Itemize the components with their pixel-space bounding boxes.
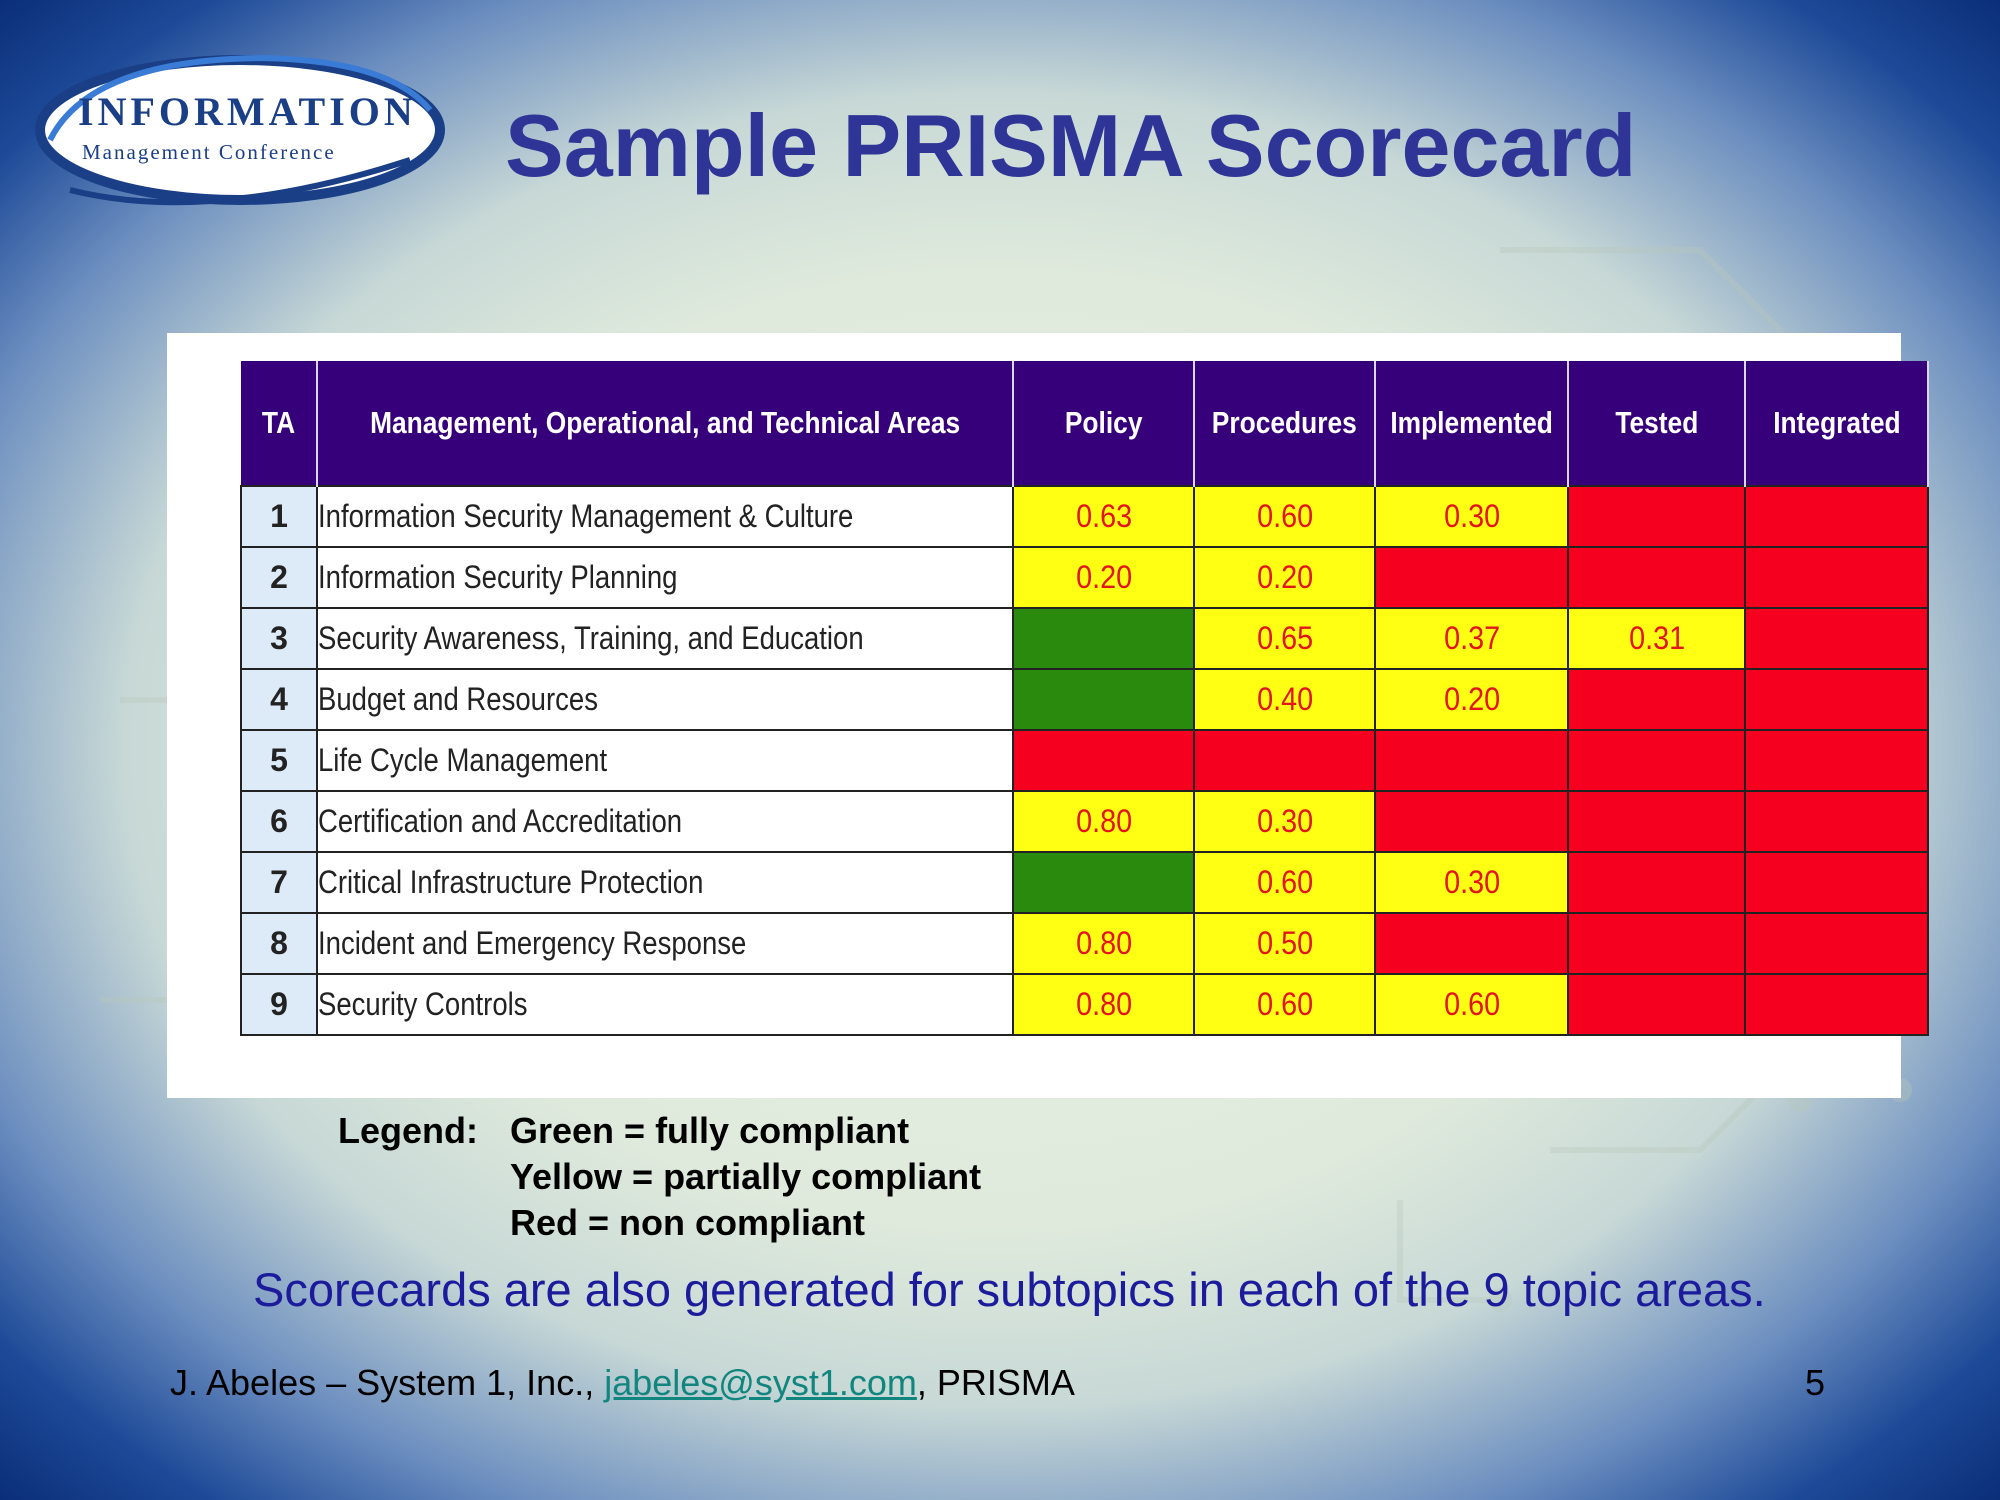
header-implemented: Implemented <box>1375 361 1570 486</box>
area-name: Critical Infrastructure Protection <box>315 851 1015 914</box>
score-cell-implemented: 0.60 <box>1374 973 1570 1036</box>
table-row: 9 Security Controls 0.80 0.60 0.60 <box>240 973 1930 1036</box>
area-name: Life Cycle Management <box>315 729 1015 792</box>
ta-number: 9 <box>240 973 318 1036</box>
legend-item-red: Red = non compliant <box>510 1202 866 1243</box>
score-cell-policy: 0.63 <box>1012 485 1196 548</box>
score-cell-policy: 0.80 <box>1012 912 1196 975</box>
score-cell-implemented: 0.30 <box>1374 485 1570 548</box>
table-row: 1 Information Security Management & Cultu… <box>240 485 1930 548</box>
score-cell-procedures: 0.65 <box>1193 607 1377 670</box>
logo-line1: INFORMATION <box>78 89 417 134</box>
area-name: Security Awareness, Training, and Educat… <box>315 607 1015 670</box>
area-name: Security Controls <box>315 973 1015 1036</box>
legend-label: Legend: <box>338 1110 478 1151</box>
slide-title: Sample PRISMA Scorecard <box>505 96 1637 195</box>
ta-number: 7 <box>240 851 318 914</box>
table-row: 6 Certification and Accreditation 0.80 0.30 <box>240 790 1930 853</box>
score-cell-procedures: 0.60 <box>1193 973 1377 1036</box>
score-cell-policy <box>1012 668 1196 731</box>
area-name: Certification and Accreditation <box>315 790 1015 853</box>
score-cell-integrated <box>1744 912 1930 975</box>
area-name: Incident and Emergency Response <box>315 912 1015 975</box>
score-cell-policy: 0.20 <box>1012 546 1196 609</box>
score-cell-integrated <box>1744 668 1930 731</box>
score-cell-integrated <box>1744 973 1930 1036</box>
score-cell-integrated <box>1744 729 1930 792</box>
scorecard-table: TA Management, Operational, and Technica… <box>240 361 1930 1036</box>
ta-number: 4 <box>240 668 318 731</box>
score-cell-tested <box>1567 485 1747 548</box>
score-cell-implemented: 0.20 <box>1374 668 1570 731</box>
header-policy: Policy <box>1013 361 1196 486</box>
score-cell-tested <box>1567 851 1747 914</box>
score-cell-policy <box>1012 851 1196 914</box>
logo-swoosh-icon <box>35 54 445 206</box>
score-cell-policy <box>1012 729 1196 792</box>
score-cell-procedures: 0.30 <box>1193 790 1377 853</box>
score-cell-integrated <box>1744 790 1930 853</box>
ta-number: 6 <box>240 790 318 853</box>
score-cell-tested <box>1567 973 1747 1036</box>
conference-logo: INFORMATION Management Conference <box>30 40 450 215</box>
score-cell-tested: 0.31 <box>1567 607 1747 670</box>
table-row: 2 Information Security Planning 0.20 0.20 <box>240 546 1930 609</box>
table-row: 5 Life Cycle Management <box>240 729 1930 792</box>
ta-number: 8 <box>240 912 318 975</box>
area-name: Information Security Planning <box>315 546 1015 609</box>
footer-email-link[interactable]: jabeles@syst1.com <box>604 1362 917 1403</box>
header-area: Management, Operational, and Technical A… <box>317 361 1015 486</box>
footer-suffix: , PRISMA <box>916 1362 1075 1403</box>
page-number: 5 <box>1805 1362 1826 1403</box>
table-row: 7 Critical Infrastructure Protection 0.60 0… <box>240 851 1930 914</box>
ta-number: 2 <box>240 546 318 609</box>
score-cell-implemented <box>1374 546 1570 609</box>
score-cell-policy: 0.80 <box>1012 790 1196 853</box>
ta-number: 5 <box>240 729 318 792</box>
score-cell-integrated <box>1744 485 1930 548</box>
score-cell-tested <box>1567 912 1747 975</box>
header-tested: Tested <box>1568 361 1747 486</box>
score-cell-implemented <box>1374 912 1570 975</box>
score-cell-policy: 0.80 <box>1012 973 1196 1036</box>
score-cell-implemented: 0.37 <box>1374 607 1570 670</box>
score-cell-implemented: 0.30 <box>1374 851 1570 914</box>
legend: Legend: Green = fully compliant Yellow = … <box>338 1108 981 1246</box>
footer: J. Abeles – System 1, Inc., jabeles@syst… <box>170 1362 1075 1404</box>
score-cell-tested <box>1567 729 1747 792</box>
score-cell-integrated <box>1744 546 1930 609</box>
score-cell-procedures: 0.50 <box>1193 912 1377 975</box>
score-cell-procedures: 0.60 <box>1193 485 1377 548</box>
table-row: 3 Security Awareness, Training, and Educa… <box>240 607 1930 670</box>
score-cell-implemented <box>1374 790 1570 853</box>
table-row: 8 Incident and Emergency Response 0.80 0.50 <box>240 912 1930 975</box>
score-cell-procedures: 0.60 <box>1193 851 1377 914</box>
subtopics-note: Scorecards are also generated for subtop… <box>253 1263 1766 1316</box>
area-name: Information Security Management & Cultur… <box>315 485 1015 548</box>
score-cell-integrated <box>1744 607 1930 670</box>
score-cell-tested <box>1567 668 1747 731</box>
score-cell-procedures: 0.20 <box>1193 546 1377 609</box>
header-ta: TA <box>241 361 318 486</box>
table-header-row: TA Management, Operational, and Technica… <box>241 361 1930 486</box>
ta-number: 3 <box>240 607 318 670</box>
score-cell-procedures: 0.40 <box>1193 668 1377 731</box>
score-cell-procedures <box>1193 729 1377 792</box>
ta-number: 1 <box>240 485 318 548</box>
score-cell-tested <box>1567 546 1747 609</box>
logo-line2: Management Conference <box>82 140 336 164</box>
score-cell-integrated <box>1744 851 1930 914</box>
legend-item-yellow: Yellow = partially compliant <box>510 1156 982 1197</box>
score-cell-implemented <box>1374 729 1570 792</box>
table-row: 4 Budget and Resources 0.40 0.20 <box>240 668 1930 731</box>
footer-author: J. Abeles – System 1, Inc., <box>170 1362 605 1403</box>
score-cell-policy <box>1012 607 1196 670</box>
score-cell-tested <box>1567 790 1747 853</box>
header-integrated: Integrated <box>1745 361 1930 486</box>
legend-item-green: Green = fully compliant <box>510 1110 910 1151</box>
header-procedures: Procedures <box>1194 361 1377 486</box>
area-name: Budget and Resources <box>315 668 1015 731</box>
